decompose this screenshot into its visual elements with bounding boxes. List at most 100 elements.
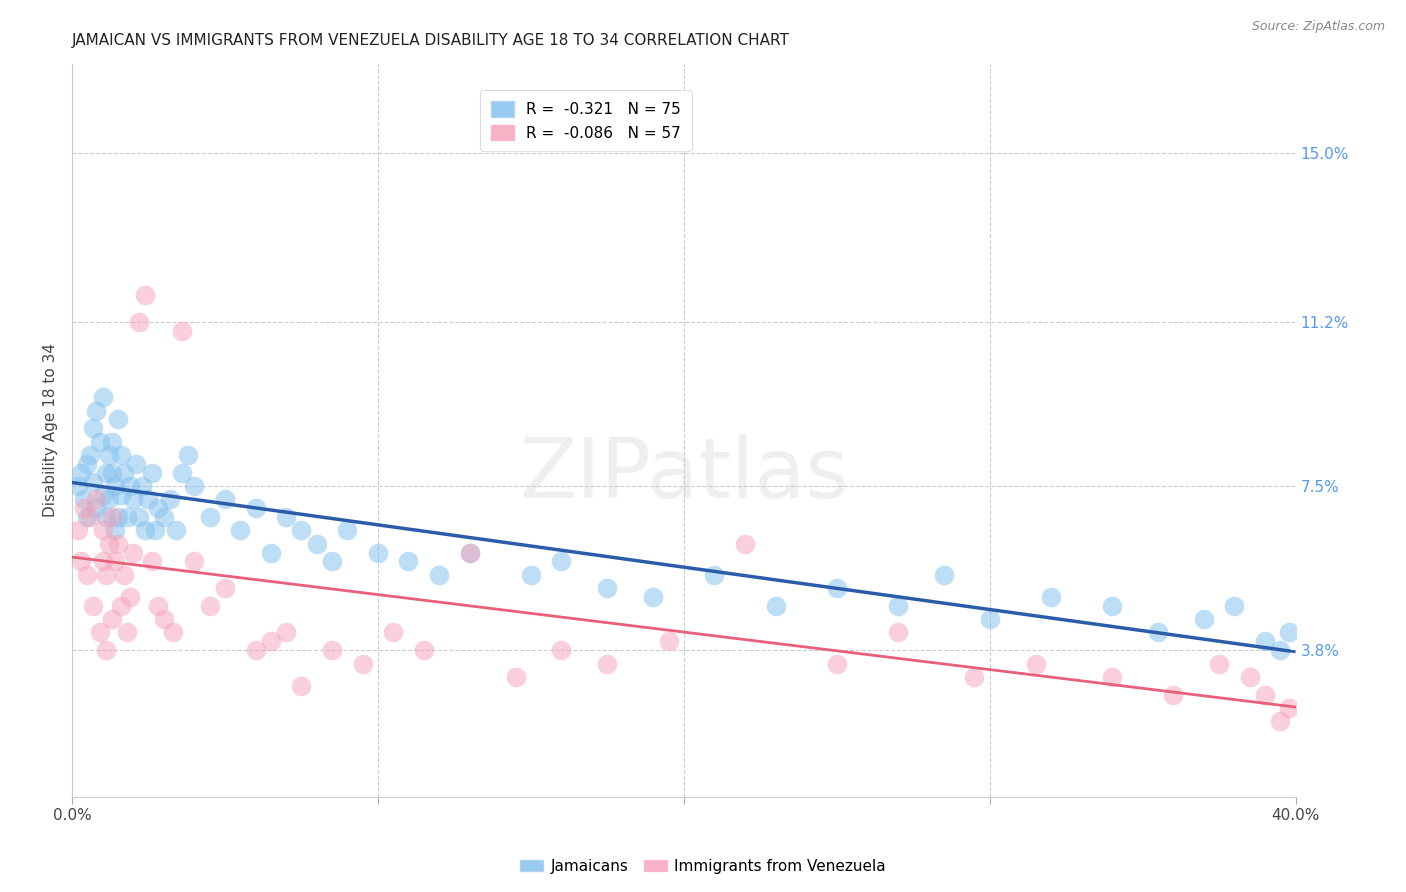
Point — [128, 510, 150, 524]
Point — [120, 590, 142, 604]
Point — [146, 501, 169, 516]
Point — [110, 488, 132, 502]
Legend: R =  -0.321   N = 75, R =  -0.086   N = 57: R = -0.321 N = 75, R = -0.086 N = 57 — [481, 90, 692, 152]
Point — [100, 510, 122, 524]
Point — [550, 554, 572, 568]
Point — [94, 567, 117, 582]
Point — [104, 524, 127, 538]
Point — [1254, 634, 1277, 648]
Point — [76, 457, 98, 471]
Point — [67, 479, 90, 493]
Point — [276, 625, 298, 640]
Point — [1161, 688, 1184, 702]
Point — [198, 510, 221, 524]
Point — [138, 492, 160, 507]
Point — [97, 448, 120, 462]
Point — [67, 524, 90, 538]
Point — [86, 403, 108, 417]
Point — [703, 567, 725, 582]
Point — [321, 554, 343, 568]
Point — [427, 567, 450, 582]
Point — [290, 524, 312, 538]
Point — [70, 554, 93, 568]
Point — [107, 510, 129, 524]
Point — [1101, 599, 1123, 613]
Point — [245, 643, 267, 657]
Point — [162, 625, 184, 640]
Point — [887, 625, 910, 640]
Point — [1101, 670, 1123, 684]
Point — [1278, 701, 1301, 715]
Point — [321, 643, 343, 657]
Point — [107, 412, 129, 426]
Point — [165, 524, 187, 538]
Point — [172, 466, 194, 480]
Point — [112, 466, 135, 480]
Point — [183, 554, 205, 568]
Point — [152, 612, 174, 626]
Point — [82, 599, 104, 613]
Point — [100, 466, 122, 480]
Point — [1270, 643, 1292, 657]
Point — [134, 288, 156, 302]
Point — [398, 554, 420, 568]
Point — [979, 612, 1001, 626]
Point — [932, 567, 955, 582]
Point — [76, 567, 98, 582]
Point — [91, 488, 114, 502]
Point — [76, 510, 98, 524]
Point — [128, 315, 150, 329]
Text: JAMAICAN VS IMMIGRANTS FROM VENEZUELA DISABILITY AGE 18 TO 34 CORRELATION CHART: JAMAICAN VS IMMIGRANTS FROM VENEZUELA DI… — [72, 33, 790, 48]
Point — [94, 466, 117, 480]
Point — [125, 457, 148, 471]
Point — [505, 670, 527, 684]
Point — [110, 599, 132, 613]
Point — [458, 545, 481, 559]
Point — [596, 657, 619, 671]
Point — [73, 501, 96, 516]
Point — [82, 475, 104, 489]
Point — [79, 510, 101, 524]
Point — [458, 545, 481, 559]
Point — [198, 599, 221, 613]
Point — [110, 448, 132, 462]
Point — [382, 625, 405, 640]
Point — [1278, 625, 1301, 640]
Point — [104, 554, 127, 568]
Point — [143, 524, 166, 538]
Point — [520, 567, 543, 582]
Point — [1208, 657, 1230, 671]
Point — [657, 634, 679, 648]
Point — [260, 634, 283, 648]
Point — [82, 421, 104, 435]
Point — [112, 567, 135, 582]
Point — [1223, 599, 1246, 613]
Point — [94, 643, 117, 657]
Point — [79, 448, 101, 462]
Point — [214, 581, 236, 595]
Point — [367, 545, 389, 559]
Point — [97, 492, 120, 507]
Point — [963, 670, 986, 684]
Point — [276, 510, 298, 524]
Point — [94, 510, 117, 524]
Point — [734, 536, 756, 550]
Y-axis label: Disability Age 18 to 34: Disability Age 18 to 34 — [44, 343, 58, 517]
Point — [550, 643, 572, 657]
Point — [159, 492, 181, 507]
Point — [765, 599, 787, 613]
Point — [1254, 688, 1277, 702]
Legend: Jamaicans, Immigrants from Venezuela: Jamaicans, Immigrants from Venezuela — [515, 853, 891, 880]
Point — [1270, 714, 1292, 729]
Point — [141, 466, 163, 480]
Point — [115, 510, 138, 524]
Point — [887, 599, 910, 613]
Point — [122, 492, 145, 507]
Point — [1192, 612, 1215, 626]
Point — [107, 536, 129, 550]
Point — [134, 524, 156, 538]
Point — [352, 657, 374, 671]
Point — [152, 510, 174, 524]
Point — [1239, 670, 1261, 684]
Point — [100, 612, 122, 626]
